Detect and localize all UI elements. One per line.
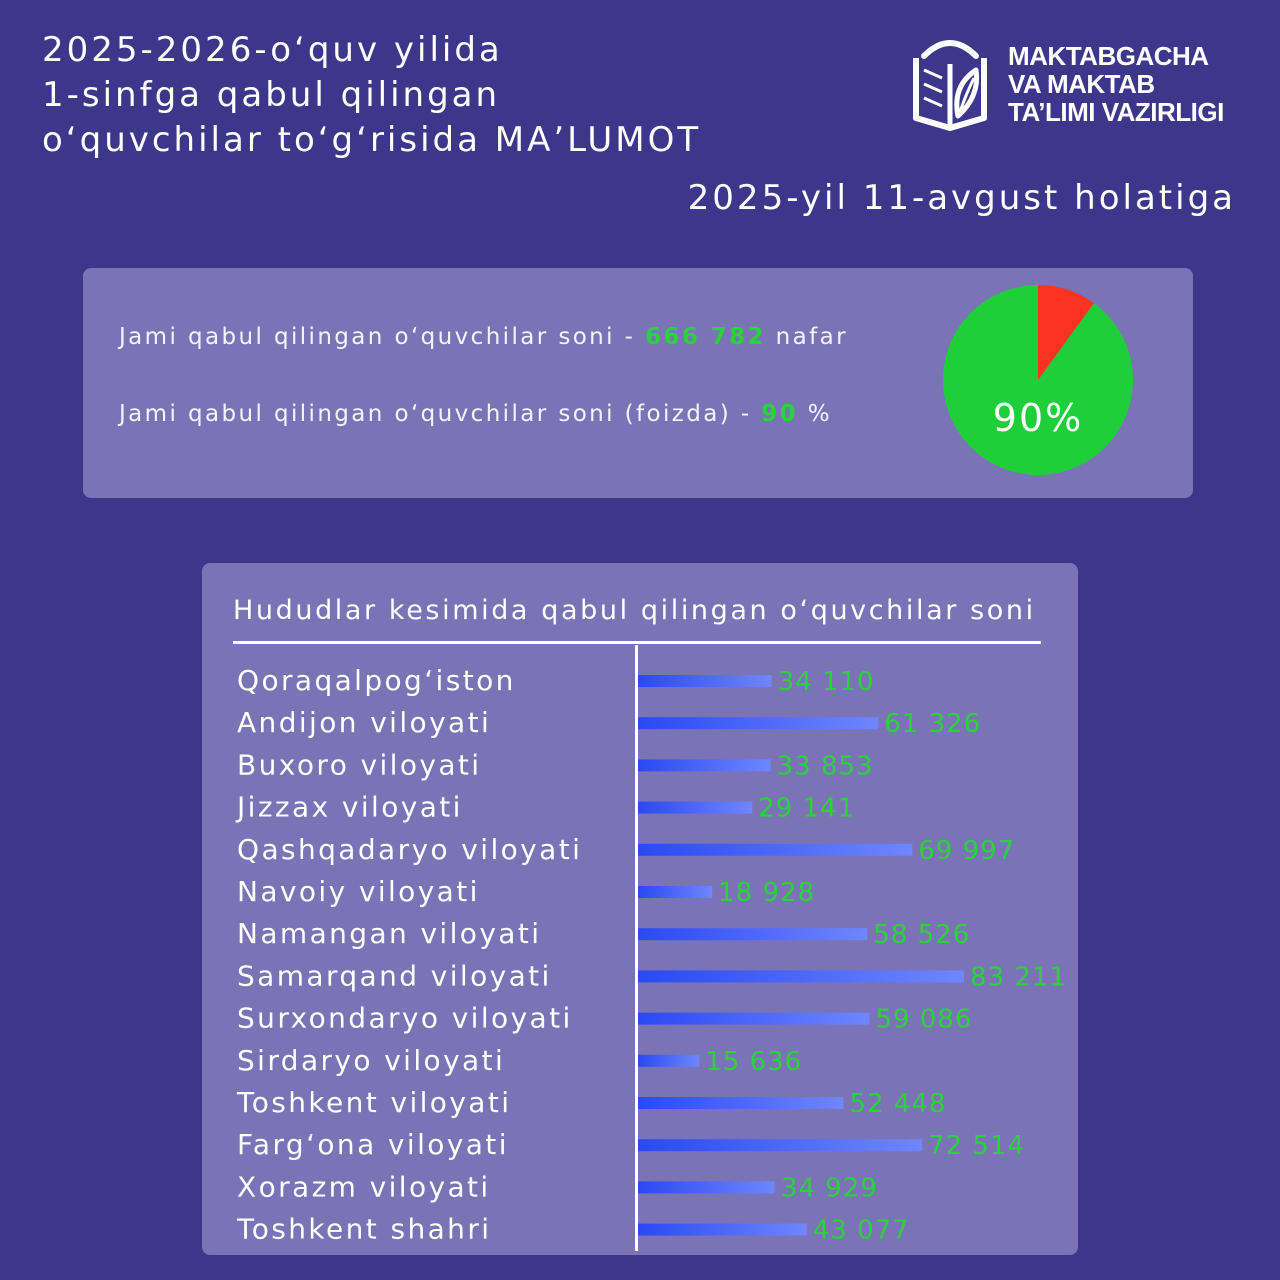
title-line-3: o‘quvchilar to‘g‘risida MA’LUMOT [42,120,702,160]
page-title: 2025-2026-o‘quv yilida 1-sinfga qabul qi… [42,28,701,163]
region-label: Qashqadaryo viloyati [237,833,582,866]
region-bar [638,1012,870,1025]
title-line-1: 2025-2026-o‘quv yilida [42,30,503,70]
region-label: Jizzax viloyati [235,791,463,824]
region-value-label: 52 448 [849,1089,946,1119]
report-date: 2025-yil 11-avgust holatiga [687,178,1236,218]
total-students-stat: Jami qabul qilingan o‘quvchilar soni - 6… [119,324,848,350]
region-value-label: 61 326 [884,709,981,739]
region-value-label: 34 110 [778,667,875,697]
pie-percent-label: 90% [992,396,1084,440]
region-label: Toshkent shahri [236,1213,491,1246]
region-bar [638,843,913,856]
region-value-label: 15 636 [705,1047,802,1077]
region-value-label: 59 086 [875,1005,972,1035]
percent-value: 90 [761,401,799,427]
regions-chart-panel: Hududlar kesimida qabul qilingan o‘quvch… [202,563,1078,1255]
regions-bar-chart: Qoraqalpog‘iston 34 110 Andijon viloyati 61… [235,664,1067,1246]
percent-unit: % [798,401,833,427]
book-leaf-icon [913,40,987,131]
region-bar [638,1097,844,1109]
region-bar [638,675,772,687]
region-bar [638,886,713,898]
title-line-2: 1-sinfga qabul qilingan [42,75,501,115]
logo-line-2: VA MAKTAB [1008,69,1155,99]
region-bar [638,717,879,730]
total-label: Jami qabul qilingan o‘quvchilar soni - [119,324,646,350]
logo-line-3: TA’LIMI VAZIRLIGI [1008,97,1224,127]
region-bar [638,1054,700,1067]
region-label: Sirdaryo viloyati [237,1044,505,1077]
percent-students-stat: Jami qabul qilingan o‘quvchilar soni (fo… [119,401,832,427]
region-value-label: 83 211 [970,962,1067,992]
region-value-label: 43 077 [813,1216,910,1246]
region-label: Samarqand viloyati [237,959,552,992]
region-label: Qoraqalpog‘iston [237,664,516,697]
region-value-label: 72 514 [928,1131,1025,1161]
total-unit: nafar [765,324,848,350]
region-value-label: 58 526 [873,920,970,950]
total-value: 666 782 [645,324,766,350]
logo-line-1: MAKTABGACHA [1008,41,1209,71]
region-value-label: 34 929 [781,1173,878,1203]
region-bar [638,1223,807,1236]
summary-panel: Jami qabul qilingan o‘quvchilar soni - 6… [83,268,1193,498]
ministry-logo: MAKTABGACHA VA MAKTAB TA’LIMI VAZIRLIGI [910,34,1250,134]
region-bar [638,801,753,814]
region-bar [638,970,964,983]
region-bar [638,759,771,772]
region-bar [638,928,868,941]
region-bar [638,1181,775,1194]
region-value-label: 29 141 [758,794,855,824]
region-bar [638,1139,923,1152]
chart-axis-line [635,645,638,1251]
region-label: Farg‘ona viloyati [237,1128,509,1161]
region-value-label: 18 928 [718,878,815,908]
logo-text: MAKTABGACHA VA MAKTAB TA’LIMI VAZIRLIGI [1008,42,1224,126]
title-divider [233,641,1041,644]
region-label: Andijon viloyati [237,706,491,739]
region-label: Namangan viloyati [237,917,541,950]
region-label: Navoiy viloyati [237,875,480,908]
pie-chart [943,285,1133,475]
region-label: Toshkent viloyati [236,1086,511,1119]
pie-slice-remaining [1038,285,1094,380]
region-label: Surxondaryo viloyati [237,1002,573,1035]
region-label: Xorazm viloyati [237,1170,491,1203]
region-label: Buxoro viloyati [237,748,481,781]
region-value-label: 33 853 [777,751,874,781]
region-value-label: 69 997 [918,836,1015,866]
chart-title: Hududlar kesimida qabul qilingan o‘quvch… [233,595,1036,626]
percent-label: Jami qabul qilingan o‘quvchilar soni (fo… [119,401,762,427]
